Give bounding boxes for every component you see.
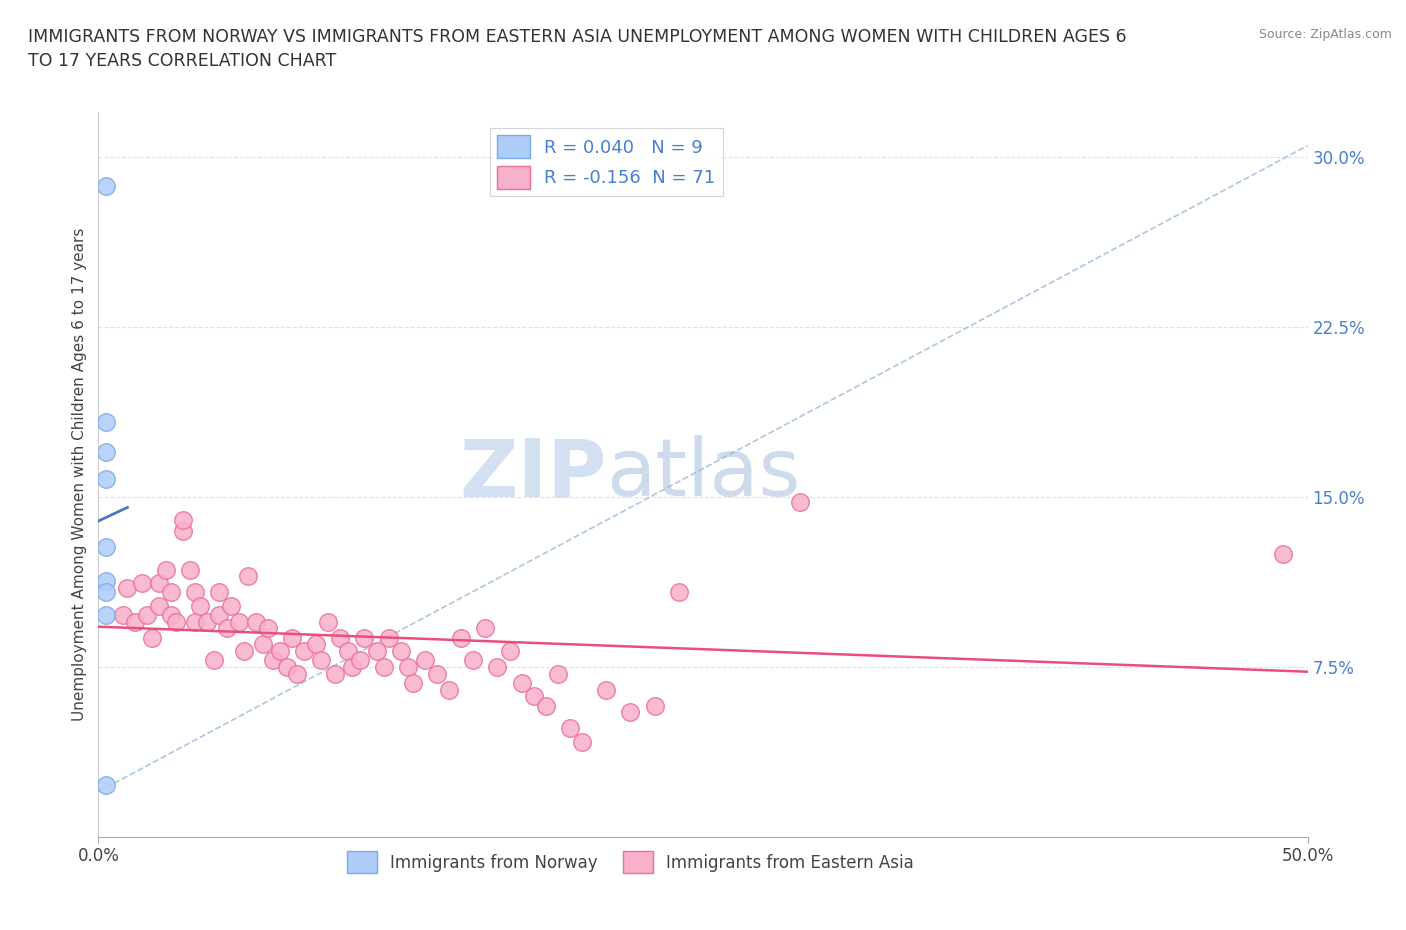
Point — [377, 631, 399, 645]
Point — [285, 666, 308, 681]
Point — [262, 653, 284, 668]
Point — [510, 675, 533, 690]
Point — [256, 621, 278, 636]
Text: IMMIGRANTS FROM NORWAY VS IMMIGRANTS FROM EASTERN ASIA UNEMPLOYMENT AMONG WOMEN : IMMIGRANTS FROM NORWAY VS IMMIGRANTS FRO… — [28, 28, 1126, 70]
Point — [1272, 546, 1295, 561]
Point — [316, 614, 339, 629]
Point — [135, 607, 157, 622]
Point — [148, 576, 170, 591]
Point — [366, 644, 388, 658]
Point — [94, 415, 117, 430]
Point — [117, 580, 139, 595]
Point — [269, 644, 291, 658]
Text: ZIP: ZIP — [458, 435, 606, 513]
Point — [94, 607, 117, 622]
Point — [94, 179, 117, 193]
Point — [558, 721, 581, 736]
Point — [195, 614, 218, 629]
Point — [498, 644, 520, 658]
Point — [155, 562, 177, 577]
Point — [389, 644, 412, 658]
Point — [595, 683, 617, 698]
Text: atlas: atlas — [606, 435, 800, 513]
Point — [208, 585, 231, 600]
Point — [789, 494, 811, 509]
Point — [148, 598, 170, 613]
Point — [547, 666, 569, 681]
Point — [281, 631, 304, 645]
Point — [184, 585, 207, 600]
Point — [486, 659, 509, 674]
Point — [232, 644, 254, 658]
Point — [188, 598, 211, 613]
Point — [534, 698, 557, 713]
Text: Source: ZipAtlas.com: Source: ZipAtlas.com — [1258, 28, 1392, 41]
Point — [172, 512, 194, 527]
Point — [131, 576, 153, 591]
Point — [305, 637, 328, 652]
Point — [349, 653, 371, 668]
Point — [668, 585, 690, 600]
Point — [396, 659, 419, 674]
Point — [165, 614, 187, 629]
Point — [474, 621, 496, 636]
Point — [179, 562, 201, 577]
Point — [208, 607, 231, 622]
Point — [402, 675, 425, 690]
Point — [160, 585, 183, 600]
Point — [413, 653, 436, 668]
Point — [309, 653, 332, 668]
Point — [245, 614, 267, 629]
Point — [325, 666, 347, 681]
Point — [94, 585, 117, 600]
Point — [204, 653, 226, 668]
Point — [94, 472, 117, 486]
Point — [437, 683, 460, 698]
Point — [141, 631, 163, 645]
Point — [184, 614, 207, 629]
Point — [94, 445, 117, 459]
Y-axis label: Unemployment Among Women with Children Ages 6 to 17 years: Unemployment Among Women with Children A… — [72, 228, 87, 721]
Point — [94, 777, 117, 792]
Point — [111, 607, 134, 622]
Point — [172, 524, 194, 538]
Point — [238, 569, 260, 584]
Point — [644, 698, 666, 713]
Legend: Immigrants from Norway, Immigrants from Eastern Asia: Immigrants from Norway, Immigrants from … — [340, 844, 921, 880]
Point — [329, 631, 352, 645]
Point — [450, 631, 472, 645]
Point — [619, 705, 641, 720]
Point — [221, 598, 243, 613]
Point — [94, 539, 117, 554]
Point — [426, 666, 449, 681]
Point — [373, 659, 395, 674]
Point — [342, 659, 364, 674]
Point — [228, 614, 250, 629]
Point — [292, 644, 315, 658]
Point — [160, 607, 183, 622]
Point — [94, 574, 117, 589]
Point — [252, 637, 274, 652]
Point — [124, 614, 146, 629]
Point — [276, 659, 298, 674]
Point — [336, 644, 359, 658]
Point — [523, 689, 546, 704]
Point — [353, 631, 375, 645]
Point — [571, 735, 593, 750]
Point — [215, 621, 238, 636]
Point — [463, 653, 485, 668]
